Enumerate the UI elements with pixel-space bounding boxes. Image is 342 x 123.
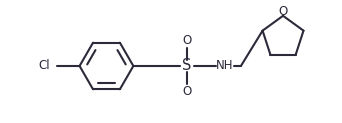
Text: O: O — [183, 85, 192, 98]
Text: NH: NH — [216, 60, 234, 72]
Text: O: O — [183, 34, 192, 47]
Text: O: O — [278, 5, 288, 18]
Text: Cl: Cl — [38, 60, 50, 72]
Text: S: S — [182, 58, 192, 73]
